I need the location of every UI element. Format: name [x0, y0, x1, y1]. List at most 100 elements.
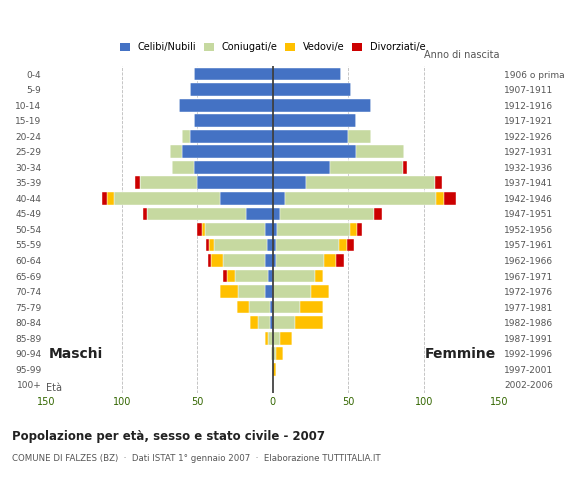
- Bar: [211, 254, 223, 267]
- Bar: [273, 68, 341, 81]
- Bar: [273, 83, 351, 96]
- Bar: [172, 161, 194, 174]
- Bar: [223, 254, 265, 267]
- Bar: [170, 145, 182, 158]
- Bar: [339, 239, 347, 252]
- Bar: [220, 285, 238, 298]
- Bar: [197, 177, 273, 189]
- Bar: [403, 161, 407, 174]
- Bar: [273, 161, 330, 174]
- Bar: [295, 316, 322, 329]
- Text: Età: Età: [46, 383, 62, 393]
- Bar: [280, 207, 374, 220]
- Bar: [436, 192, 444, 204]
- Bar: [356, 145, 404, 158]
- Bar: [273, 270, 315, 282]
- Bar: [273, 99, 371, 111]
- Bar: [273, 254, 276, 267]
- Bar: [273, 223, 277, 236]
- Bar: [220, 192, 273, 204]
- Text: Popolazione per età, sesso e stato civile - 2007: Popolazione per età, sesso e stato civil…: [12, 430, 325, 443]
- Bar: [271, 348, 273, 360]
- Bar: [347, 239, 354, 252]
- Bar: [265, 332, 269, 345]
- Bar: [306, 177, 434, 189]
- Bar: [249, 301, 270, 313]
- Bar: [273, 316, 295, 329]
- Bar: [102, 192, 107, 204]
- Bar: [330, 161, 403, 174]
- Bar: [250, 316, 258, 329]
- Legend: Celibi/Nubili, Coniugati/e, Vedovi/e, Divorziati/e: Celibi/Nubili, Coniugati/e, Vedovi/e, Di…: [117, 38, 429, 56]
- Bar: [265, 223, 273, 236]
- Bar: [179, 99, 273, 111]
- Bar: [202, 223, 205, 236]
- Y-axis label: Anno di nascita: Anno di nascita: [424, 50, 499, 60]
- Bar: [315, 270, 322, 282]
- Bar: [269, 332, 273, 345]
- Bar: [238, 285, 265, 298]
- Bar: [273, 301, 300, 313]
- Bar: [300, 301, 322, 313]
- Bar: [311, 285, 329, 298]
- Bar: [265, 285, 273, 298]
- Bar: [147, 207, 245, 220]
- Bar: [237, 301, 249, 313]
- Bar: [223, 270, 227, 282]
- Bar: [208, 254, 211, 267]
- Bar: [273, 363, 276, 376]
- Bar: [140, 177, 197, 189]
- Bar: [258, 316, 270, 329]
- Bar: [273, 207, 280, 220]
- Bar: [273, 239, 276, 252]
- Bar: [273, 285, 311, 298]
- Bar: [349, 130, 371, 143]
- Bar: [194, 114, 273, 127]
- Bar: [280, 332, 292, 345]
- Bar: [273, 332, 280, 345]
- Bar: [205, 223, 265, 236]
- Bar: [270, 316, 273, 329]
- Bar: [444, 192, 456, 204]
- Text: Femmine: Femmine: [425, 347, 496, 360]
- Bar: [336, 254, 344, 267]
- Bar: [235, 270, 269, 282]
- Bar: [190, 130, 273, 143]
- Bar: [270, 301, 273, 313]
- Bar: [182, 130, 190, 143]
- Bar: [227, 270, 235, 282]
- Bar: [434, 177, 442, 189]
- Bar: [350, 223, 357, 236]
- Bar: [273, 130, 349, 143]
- Bar: [135, 177, 140, 189]
- Bar: [194, 68, 273, 81]
- Bar: [143, 207, 147, 220]
- Bar: [276, 254, 324, 267]
- Bar: [190, 83, 273, 96]
- Bar: [206, 239, 209, 252]
- Bar: [269, 270, 273, 282]
- Bar: [285, 192, 436, 204]
- Bar: [267, 239, 273, 252]
- Bar: [182, 145, 273, 158]
- Bar: [197, 223, 202, 236]
- Bar: [273, 177, 306, 189]
- Bar: [107, 192, 114, 204]
- Bar: [324, 254, 336, 267]
- Bar: [273, 145, 356, 158]
- Bar: [114, 192, 220, 204]
- Bar: [214, 239, 267, 252]
- Bar: [273, 114, 356, 127]
- Bar: [194, 161, 273, 174]
- Bar: [277, 223, 350, 236]
- Bar: [374, 207, 382, 220]
- Bar: [357, 223, 362, 236]
- Bar: [276, 239, 339, 252]
- Bar: [245, 207, 273, 220]
- Bar: [273, 192, 285, 204]
- Bar: [273, 348, 276, 360]
- Bar: [265, 254, 273, 267]
- Text: Maschi: Maschi: [49, 347, 103, 360]
- Text: COMUNE DI FALZES (BZ)  ·  Dati ISTAT 1° gennaio 2007  ·  Elaborazione TUTTITALIA: COMUNE DI FALZES (BZ) · Dati ISTAT 1° ge…: [12, 454, 380, 463]
- Bar: [276, 348, 284, 360]
